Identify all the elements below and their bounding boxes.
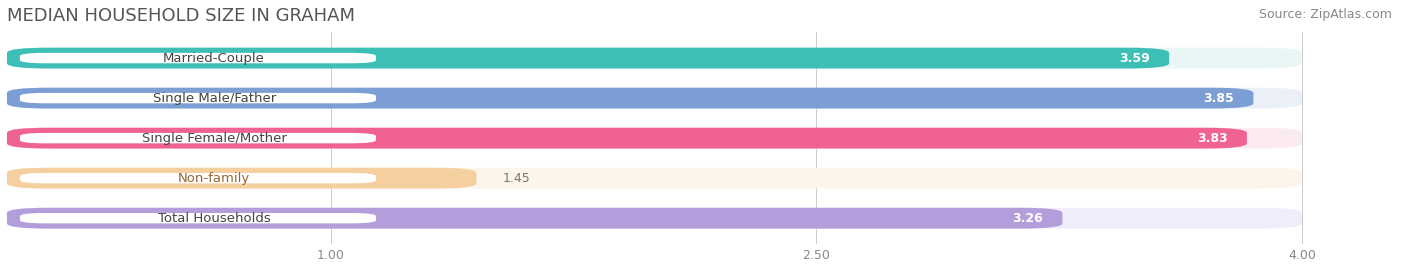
Text: Single Male/Father: Single Male/Father [152, 92, 276, 105]
Text: Married-Couple: Married-Couple [163, 52, 266, 65]
FancyBboxPatch shape [20, 173, 375, 183]
FancyBboxPatch shape [7, 128, 1247, 148]
FancyBboxPatch shape [20, 53, 375, 63]
Text: Non-family: Non-family [179, 172, 250, 185]
Text: Source: ZipAtlas.com: Source: ZipAtlas.com [1258, 8, 1392, 21]
Text: 1.45: 1.45 [502, 172, 530, 185]
FancyBboxPatch shape [7, 88, 1253, 108]
FancyBboxPatch shape [7, 208, 1302, 229]
FancyBboxPatch shape [7, 48, 1302, 69]
Text: 3.26: 3.26 [1012, 212, 1043, 225]
FancyBboxPatch shape [20, 133, 375, 143]
Text: 3.59: 3.59 [1119, 52, 1150, 65]
Text: 3.83: 3.83 [1197, 132, 1227, 145]
FancyBboxPatch shape [20, 93, 375, 103]
FancyBboxPatch shape [7, 48, 1170, 69]
FancyBboxPatch shape [7, 168, 477, 189]
FancyBboxPatch shape [7, 208, 1063, 229]
FancyBboxPatch shape [7, 168, 1302, 189]
FancyBboxPatch shape [7, 88, 1302, 108]
Text: MEDIAN HOUSEHOLD SIZE IN GRAHAM: MEDIAN HOUSEHOLD SIZE IN GRAHAM [7, 7, 354, 25]
Text: Total Households: Total Households [157, 212, 270, 225]
FancyBboxPatch shape [7, 128, 1302, 148]
FancyBboxPatch shape [20, 213, 375, 223]
Text: Single Female/Mother: Single Female/Mother [142, 132, 287, 145]
Text: 3.85: 3.85 [1204, 92, 1234, 105]
